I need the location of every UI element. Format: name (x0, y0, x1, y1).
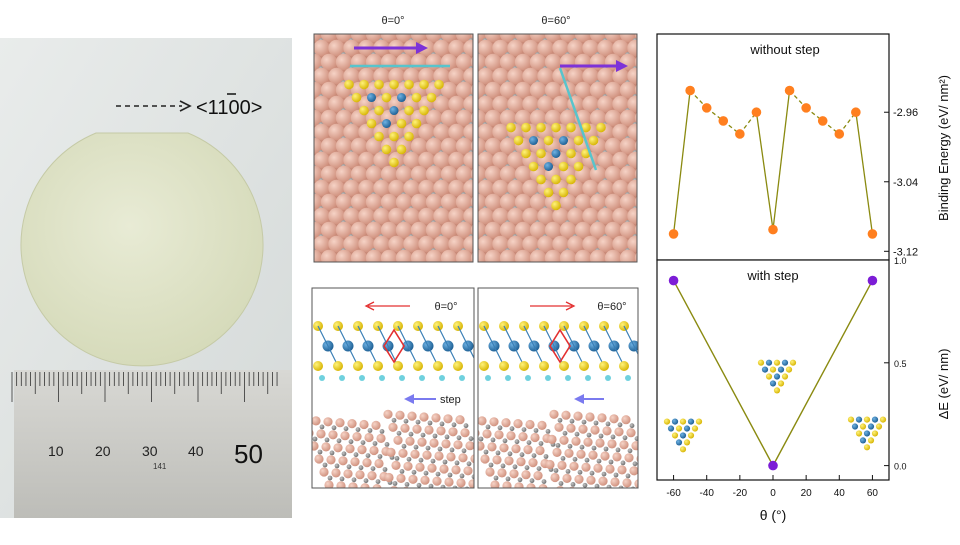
xtick-label: 40 (834, 488, 846, 499)
bottom-ytick-label: 1.0 (894, 256, 907, 266)
top-y-axis-label: Binding Energy (eV/ nm²) (936, 75, 951, 221)
top-data-point (785, 86, 795, 96)
xtick-label: -40 (699, 488, 714, 499)
bottom-ytick-label: 0.0 (894, 462, 907, 472)
top-data-point (834, 129, 844, 139)
top-data-point (702, 103, 712, 113)
wafer (21, 133, 263, 366)
ruler-label-20: 20 (95, 443, 111, 459)
ruler-label-50: 50 (234, 439, 263, 469)
ruler-label-40: 40 (188, 443, 204, 459)
top-right-title: θ=60° (541, 15, 570, 27)
top-plot-title: without step (749, 42, 819, 57)
atomic-structure-panels: θ=0° θ=60° θ=0° θ=60° (298, 0, 643, 540)
bottom-left-angle: θ=0° (434, 301, 457, 313)
ruler-label-10: 10 (48, 443, 64, 459)
top-ytick-label: -3.04 (893, 177, 918, 189)
binding-energy-charts: without step with step -2.96-3.04-3.12 0… (645, 0, 960, 540)
bottom-data-point (868, 276, 878, 286)
direction-label: <1100> (196, 97, 262, 119)
top-data-point (801, 103, 811, 113)
top-data-point (718, 116, 728, 126)
top-right-panel (455, 12, 643, 282)
top-data-point (768, 225, 778, 235)
step-label: step (440, 394, 461, 406)
xtick-label: -20 (733, 488, 748, 499)
bottom-right-panel (465, 288, 643, 510)
top-data-point (735, 129, 745, 139)
ruler-label-30: 30 (142, 443, 158, 459)
x-axis-label: θ (°) (760, 507, 787, 523)
xtick-label: -60 (666, 488, 681, 499)
bottom-ytick-label: 0.5 (894, 359, 907, 369)
bottom-y-axis-label: ΔE (eV/ nm) (936, 349, 951, 420)
xtick-label: 0 (770, 488, 776, 499)
bottom-data-point (669, 276, 679, 286)
bottom-plot-title: with step (746, 268, 798, 283)
top-left-title: θ=0° (381, 15, 404, 27)
top-left-panel (298, 12, 497, 282)
xtick-label: 20 (801, 488, 813, 499)
wafer-photo: <1100> 10 20 30 40 50 141 (0, 38, 292, 518)
top-data-point (818, 116, 828, 126)
top-data-point (851, 107, 861, 117)
top-ytick-label: -2.96 (893, 107, 918, 119)
bottom-right-angle: θ=60° (597, 301, 626, 313)
ruler-small-label: 141 (153, 462, 167, 471)
top-data-point (752, 107, 762, 117)
xtick-label: 60 (867, 488, 879, 499)
top-data-point (685, 86, 695, 96)
bottom-left-panel (299, 288, 498, 510)
top-data-point (868, 229, 878, 239)
bottom-data-point (768, 461, 778, 471)
top-data-point (669, 229, 679, 239)
